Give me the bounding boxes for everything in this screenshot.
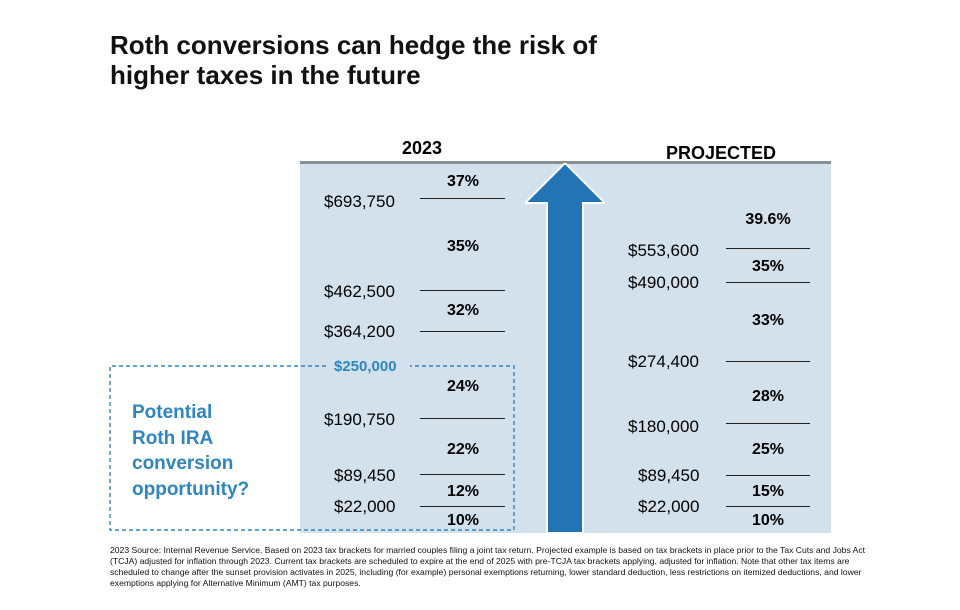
callout-line-3: conversion xyxy=(132,453,234,474)
rate-projected-33: 33% xyxy=(751,312,785,329)
rate-2023-12: 12% xyxy=(446,483,480,500)
rate-2023-10: 10% xyxy=(446,512,480,529)
bracket-line xyxy=(420,290,505,291)
column-header-2023: 2023 xyxy=(402,138,443,158)
opportunity-dashed-box xyxy=(109,365,515,531)
threshold-projected-180000: $180,000 xyxy=(628,417,699,436)
bracket-line xyxy=(420,418,505,419)
rising-taxes-arrow-icon xyxy=(525,163,605,533)
threshold-2023-22000: $22,000 xyxy=(334,497,396,516)
rate-2023-35: 35% xyxy=(446,238,480,255)
bracket-line xyxy=(726,423,810,424)
rate-2023-22: 22% xyxy=(446,441,480,458)
callout-line-4: opportunity? xyxy=(132,478,250,500)
rate-projected-25: 25% xyxy=(751,441,785,458)
title-line-2: higher taxes in the future xyxy=(110,60,421,90)
rate-projected-10: 10% xyxy=(751,512,785,529)
rate-projected-28: 28% xyxy=(751,388,785,405)
bracket-line xyxy=(726,506,810,507)
threshold-2023-364200: $364,200 xyxy=(324,322,395,341)
threshold-2023-462500: $462,500 xyxy=(324,282,395,301)
bracket-line xyxy=(420,198,505,199)
threshold-projected-89450: $89,450 xyxy=(638,466,700,485)
roth-conversion-callout: Potential Roth IRA conversion opportunit… xyxy=(132,400,302,502)
rate-projected-15: 15% xyxy=(751,483,785,500)
rate-2023-37: 37% xyxy=(446,173,480,190)
threshold-highlight-250000: $250,000 xyxy=(334,358,397,375)
bracket-line xyxy=(726,282,810,283)
bracket-line xyxy=(420,506,505,507)
column-header-projected: PROJECTED xyxy=(666,143,777,163)
bracket-line xyxy=(420,331,505,332)
page-title: Roth conversions can hedge the risk of h… xyxy=(110,30,730,90)
rate-2023-32: 32% xyxy=(446,302,480,319)
source-footnote: 2023 Source: Internal Revenue Service. B… xyxy=(110,545,866,588)
title-line-1: Roth conversions can hedge the risk of xyxy=(110,30,597,60)
rate-projected-35: 35% xyxy=(751,258,785,275)
threshold-projected-490000: $490,000 xyxy=(628,273,699,292)
bracket-line xyxy=(726,248,810,249)
callout-line-1: Potential xyxy=(132,402,213,423)
bracket-line xyxy=(726,475,810,476)
threshold-2023-89450: $89,450 xyxy=(334,466,396,485)
threshold-projected-553600: $553,600 xyxy=(628,241,699,260)
callout-line-2: Roth IRA xyxy=(132,427,214,449)
threshold-projected-22000: $22,000 xyxy=(638,497,700,516)
threshold-2023-190750: $190,750 xyxy=(324,410,395,429)
bracket-line xyxy=(726,361,810,362)
threshold-2023-693750: $693,750 xyxy=(324,192,395,211)
threshold-projected-274400: $274,400 xyxy=(628,352,699,371)
rate-projected-39-6: 39.6% xyxy=(745,211,791,228)
bracket-line xyxy=(420,474,505,475)
rate-2023-24: 24% xyxy=(446,378,480,395)
